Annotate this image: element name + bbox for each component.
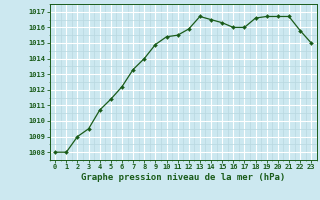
X-axis label: Graphe pression niveau de la mer (hPa): Graphe pression niveau de la mer (hPa) [81, 173, 285, 182]
